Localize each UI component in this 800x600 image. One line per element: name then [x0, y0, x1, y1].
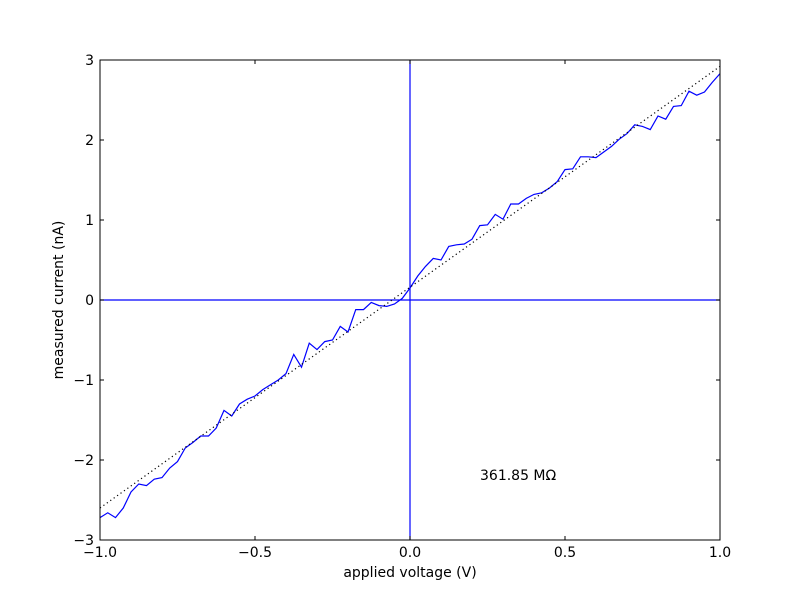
x-axis-label: applied voltage (V): [343, 565, 476, 581]
y-tick-label: −3: [73, 533, 94, 549]
x-tick-label: 0.0: [399, 545, 421, 561]
y-axis-label: measured current (nA): [51, 221, 67, 380]
y-tick-label: 1: [85, 213, 94, 229]
x-tick-label: 1.0: [709, 545, 731, 561]
x-tick-label: −0.5: [238, 545, 272, 561]
y-tick-label: 3: [85, 53, 94, 69]
y-tick-label: 0: [85, 293, 94, 309]
y-tick-label: 2: [85, 133, 94, 149]
x-tick-label: −1.0: [83, 545, 117, 561]
y-tick-label: −2: [73, 453, 94, 469]
data-line: [99, 65, 721, 509]
data-line: [99, 73, 721, 519]
x-tick-label: 0.5: [554, 545, 576, 561]
y-tick-label: −1: [73, 373, 94, 389]
annotation: 361.85 MΩ: [480, 468, 557, 484]
